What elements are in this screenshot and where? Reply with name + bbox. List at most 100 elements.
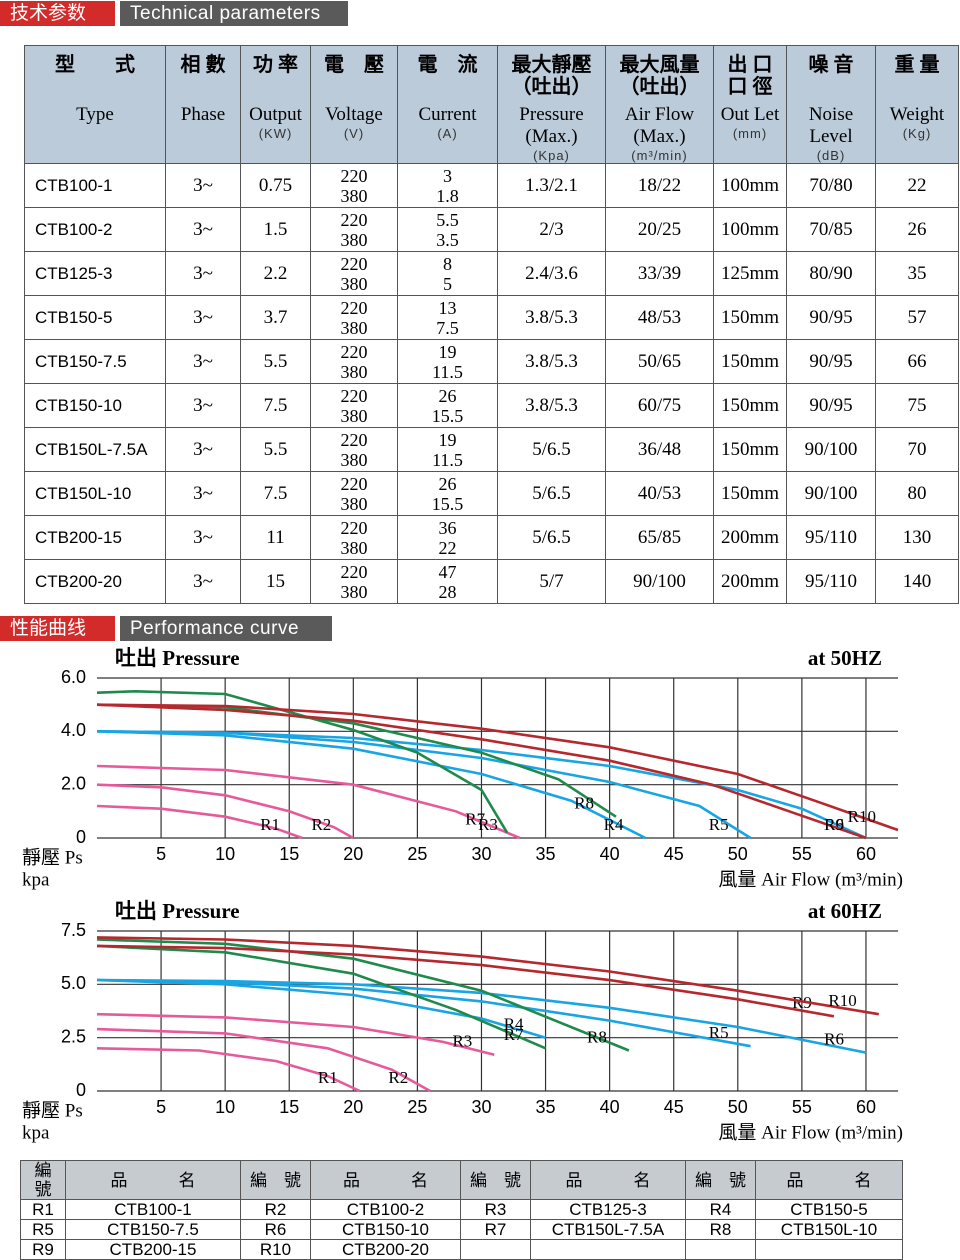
table-cell: CTB150-7.5 xyxy=(24,339,166,384)
curve-label: R3 xyxy=(478,815,498,834)
x-tick-label: 10 xyxy=(215,1097,235,1117)
curve-label: R7 xyxy=(504,1025,524,1044)
table-cell: 26 xyxy=(875,207,959,252)
data-row: CTB150-10 3~ 7.5 220 380 26 15.5 3.8/5.3 60/75 15… xyxy=(24,383,959,428)
x-tick-label: 50 xyxy=(728,844,748,864)
table-cell: 220 380 xyxy=(310,471,398,516)
table-cell: 90/100 xyxy=(786,427,876,472)
table-cell: CTB100-2 xyxy=(310,1199,461,1220)
x-tick-label: 60 xyxy=(856,1097,876,1117)
header-zh-block: 重 量 xyxy=(876,46,958,104)
x-tick-label: 10 xyxy=(215,844,235,864)
table-cell: 90/95 xyxy=(786,339,876,384)
curve-label: R6 xyxy=(824,1030,844,1049)
x-tick-label: 20 xyxy=(343,1097,363,1117)
data-row: R5 CTB150-7.5 R6 CTB150-10 R7 CTB150L-7.5A R8 C… xyxy=(20,1219,903,1240)
table-cell: 7.5 xyxy=(240,471,311,516)
cell-value: 380 xyxy=(340,317,368,338)
table-cell: CTB200-20 xyxy=(310,1239,461,1260)
table-cell: 5/6.5 xyxy=(497,515,606,560)
header-unit: (Kpa) xyxy=(533,148,570,163)
header-en: Output xyxy=(249,104,302,125)
cell-value: 11.5 xyxy=(432,449,463,470)
section-label: Performance curve xyxy=(120,616,332,641)
table-cell: 90/95 xyxy=(786,295,876,340)
curve-label: R8 xyxy=(587,1027,607,1046)
table-cell: 3~ xyxy=(165,251,241,296)
cell-value: 380 xyxy=(340,493,368,514)
curve xyxy=(96,978,867,1054)
y-axis-unit: kpa xyxy=(22,869,50,890)
table-cell: 2.2 xyxy=(240,251,311,296)
legend-table: 編 號品 名編 號品 名編 號品 名編 號品 名 R1 CTB100-1 R2 CTB1… xyxy=(20,1160,903,1260)
curve-label: R9 xyxy=(824,815,844,834)
header-row: 型 式 Type 相 數 Phase 功 率 Output (KW) 電 壓 Voltage (V… xyxy=(24,45,959,164)
header-zh-block: 電 流 xyxy=(398,46,497,104)
table-cell: 3~ xyxy=(165,295,241,340)
table-cell: 3~ xyxy=(165,515,241,560)
cell-value: 220 xyxy=(340,429,368,450)
column-header: 電 壓 Voltage (V) xyxy=(310,45,398,164)
table-cell: 3~ xyxy=(165,207,241,252)
table-cell: 13 7.5 xyxy=(397,295,498,340)
y-tick-label: 6.0 xyxy=(61,667,86,687)
header-zh-block: 功 率 xyxy=(241,46,310,104)
cell-value: 36 xyxy=(438,517,457,538)
header-zh-block: 相 數 xyxy=(166,46,240,104)
header-zh: （吐出） xyxy=(619,76,700,98)
header-row: 編 號品 名編 號品 名編 號品 名編 號品 名 xyxy=(20,1160,903,1200)
table-cell: 140 xyxy=(875,559,959,604)
table-cell xyxy=(530,1239,686,1260)
curve xyxy=(96,978,546,1039)
y-tick-label: 0 xyxy=(76,1080,86,1100)
x-tick-label: 5 xyxy=(156,844,166,864)
table-cell: CTB125-3 xyxy=(24,251,166,296)
table-cell: 33/39 xyxy=(605,251,714,296)
cell-value: 47 xyxy=(438,561,457,582)
header-zh-block: 噪 音 xyxy=(787,46,875,104)
table-cell: 5/6.5 xyxy=(497,471,606,516)
y-tick-label: 0 xyxy=(76,827,86,847)
table-cell: R9 xyxy=(20,1239,66,1260)
curve xyxy=(96,764,521,840)
header-en: Voltage xyxy=(325,104,383,125)
curve-label: R8 xyxy=(574,794,594,813)
table-cell: 35 xyxy=(875,251,959,296)
data-row: CTB150L-10 3~ 7.5 220 380 26 15.5 5/6.5 40/53 150… xyxy=(24,471,959,516)
header-zh: 重 量 xyxy=(894,54,940,76)
table-cell: CTB150L-10 xyxy=(24,471,166,516)
table-cell: 1.3/2.1 xyxy=(497,163,606,208)
table-cell: R7 xyxy=(460,1219,531,1240)
table-cell: 5/6.5 xyxy=(497,427,606,472)
table-cell: CTB150-10 xyxy=(24,383,166,428)
annotation: at 60HZ xyxy=(808,899,882,923)
header-en: Pressure (Max.) xyxy=(519,104,584,147)
header-unit: (A) xyxy=(437,126,458,141)
data-row: CTB100-2 3~ 1.5 220 380 5.5 3.5 2/3 20/25 100mm 70… xyxy=(24,207,959,252)
table-cell: 220 380 xyxy=(310,383,398,428)
table-cell: 50/65 xyxy=(605,339,714,384)
curve-label: R7 xyxy=(465,810,485,829)
header-zh-block: 最大靜壓 （吐出） xyxy=(498,46,605,104)
header-zh: 口 徑 xyxy=(727,76,773,98)
table-cell: 100mm xyxy=(713,207,787,252)
chart-title: 吐出 Pressure xyxy=(115,646,240,670)
header-zh: 相 數 xyxy=(180,54,226,76)
header-zh-block: 出 口口 徑 xyxy=(714,46,786,104)
table-cell: CTB200-15 xyxy=(24,515,166,560)
header-zh: （吐出） xyxy=(511,76,592,98)
cell-value: 7.5 xyxy=(436,317,459,338)
curve xyxy=(96,1012,495,1056)
header-zh: 電 流 xyxy=(417,54,478,76)
header-zh: 出 口 xyxy=(727,54,773,76)
cell-value: 380 xyxy=(340,537,368,558)
table-cell: CTB150L-7.5A xyxy=(530,1219,686,1240)
table-cell: 3~ xyxy=(165,339,241,384)
cell-value: 5.5 xyxy=(436,209,459,230)
header-zh: 電 壓 xyxy=(324,54,384,76)
column-header: 編 號 xyxy=(685,1160,756,1200)
data-row: CTB100-1 3~ 0.75 220 380 3 1.8 1.3/2.1 18/22 100m… xyxy=(24,163,959,208)
curve-label: R10 xyxy=(848,807,876,826)
column-header: 品 名 xyxy=(755,1160,903,1200)
